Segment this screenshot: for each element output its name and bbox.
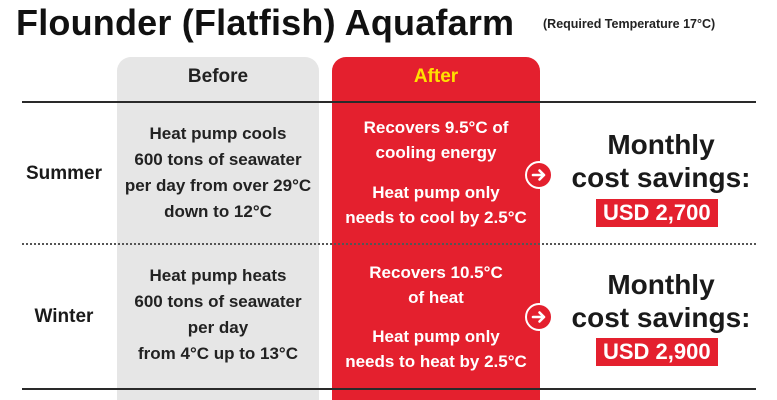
- row-divider: [22, 243, 756, 245]
- summer-after-result-text: Heat pump only needs to cool by 2.5°C: [332, 180, 540, 230]
- summer-after-line: Heat pump only: [372, 183, 500, 202]
- winter-before-line: 600 tons of seawater: [134, 292, 302, 311]
- summer-before-line: down to 12°C: [164, 202, 272, 221]
- winter-before-line: Heat pump heats: [149, 266, 287, 285]
- winter-after-result-text: Heat pump only needs to heat by 2.5°C: [332, 324, 540, 374]
- arrow-right-circle-icon: [525, 303, 553, 331]
- summer-after-line: cooling energy: [375, 143, 497, 162]
- summer-after-recovery-text: Recovers 9.5°C of cooling energy: [332, 115, 540, 165]
- summer-after-line: Recovers 9.5°C of: [363, 118, 509, 137]
- after-column-panel: [332, 57, 540, 400]
- winter-after-line: needs to heat by 2.5°C: [345, 352, 527, 371]
- summer-savings-amount: USD 2,700: [596, 199, 718, 227]
- savings-label-line: cost savings:: [571, 162, 751, 193]
- before-column-panel: [117, 57, 319, 400]
- summer-before-line: 600 tons of seawater: [134, 150, 302, 169]
- winter-before-line: per day: [187, 318, 249, 337]
- header-divider: [22, 101, 756, 103]
- summer-before-text: Heat pump cools 600 tons of seawater per…: [117, 121, 319, 225]
- winter-savings-amount: USD 2,900: [596, 338, 718, 366]
- winter-after-line: Heat pump only: [372, 327, 500, 346]
- table-bottom-divider: [22, 388, 756, 390]
- winter-after-line: of heat: [408, 288, 464, 307]
- winter-after-recovery-text: Recovers 10.5°C of heat: [332, 260, 540, 310]
- summer-before-line: per day from over 29°C: [124, 176, 312, 195]
- page-subtitle: (Required Temperature 17°C): [543, 17, 716, 31]
- season-label-winter: Winter: [34, 306, 94, 327]
- before-column-header: Before: [187, 66, 249, 87]
- summer-savings-label: Monthly cost savings:: [563, 128, 759, 194]
- summer-before-line: Heat pump cools: [149, 124, 287, 143]
- winter-before-line: from 4°C up to 13°C: [138, 344, 298, 363]
- savings-label-line: cost savings:: [571, 302, 751, 333]
- winter-savings-label: Monthly cost savings:: [563, 268, 759, 334]
- summer-after-line: needs to cool by 2.5°C: [345, 208, 527, 227]
- savings-label-line: Monthly: [607, 269, 715, 300]
- season-label-summer: Summer: [25, 163, 103, 184]
- page-title: Flounder (Flatfish) Aquafarm: [16, 2, 515, 43]
- after-column-header: After: [413, 66, 459, 87]
- savings-label-line: Monthly: [607, 129, 715, 160]
- winter-after-line: Recovers 10.5°C: [369, 263, 503, 282]
- arrow-right-circle-icon: [525, 161, 553, 189]
- winter-before-text: Heat pump heats 600 tons of seawater per…: [117, 263, 319, 367]
